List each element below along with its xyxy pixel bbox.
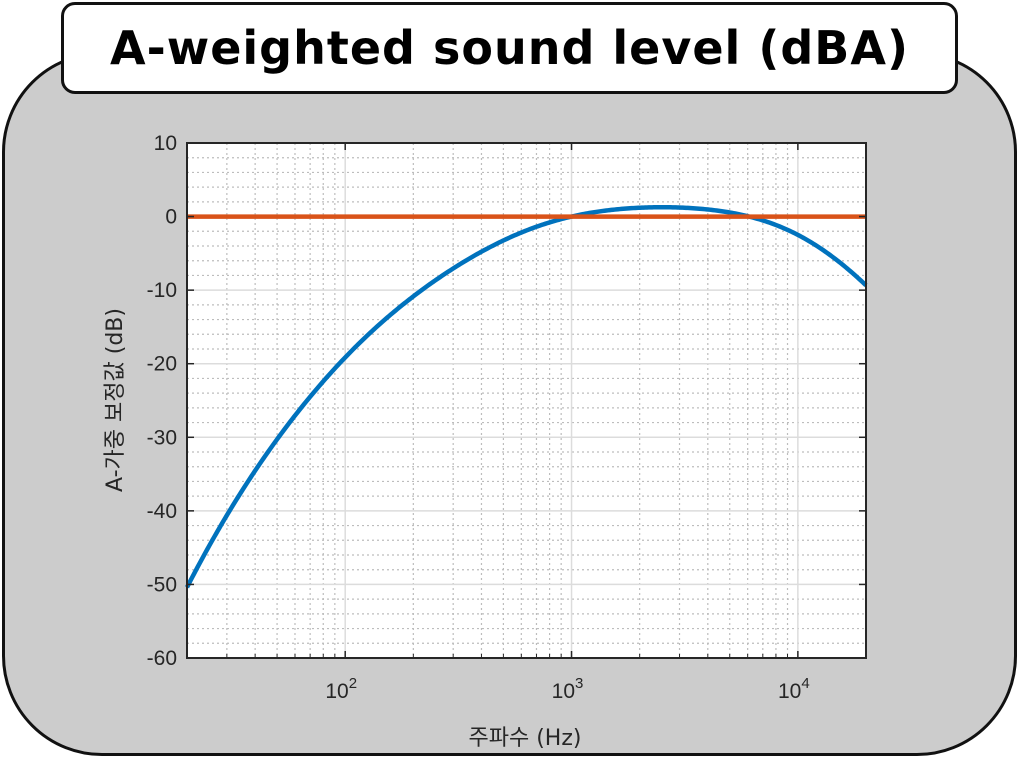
y-tick-label: -60: [147, 647, 177, 670]
y-axis-label: A-가중 보정값 (dB): [103, 308, 128, 492]
x-tick-label: 102: [325, 675, 357, 703]
y-tick-label: -50: [147, 573, 177, 596]
x-tick-exponent: 4: [801, 675, 809, 692]
x-tick-label: 104: [778, 675, 810, 703]
plot-frame: [186, 142, 867, 659]
y-tick-label: 10: [154, 132, 177, 155]
y-tick-label: 0: [165, 206, 177, 229]
y-tick-label: -40: [147, 500, 177, 523]
x-tick-exponent: 3: [575, 675, 583, 692]
chart-title: A-weighted sound level (dBA): [110, 21, 909, 75]
y-tick-label: -30: [147, 426, 177, 449]
title-box: A-weighted sound level (dBA): [61, 2, 958, 94]
x-axis-label: 주파수 (Hz): [469, 726, 582, 751]
y-tick-label: -20: [147, 353, 177, 376]
y-tick-label: -10: [147, 279, 177, 302]
x-tick-label: 103: [552, 675, 584, 703]
x-tick-exponent: 2: [349, 675, 357, 692]
